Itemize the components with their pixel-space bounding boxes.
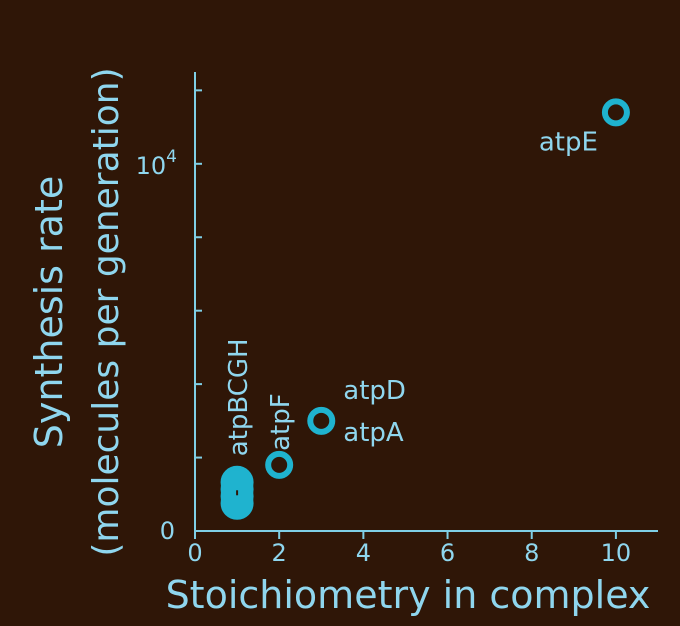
x-tick-label: 8 [524, 539, 539, 567]
point-labels: atpE atpD atpA atpF atpBCGH [224, 127, 598, 456]
data-points [220, 98, 630, 520]
point-label-atpA: atpA [343, 418, 404, 448]
axes [194, 72, 658, 532]
x-tick-label: 0 [187, 539, 202, 567]
x-axis-label: Stoichiometry in complex [166, 573, 651, 617]
y-tick-label: 0 [160, 517, 175, 545]
y-axis-label-line1: Synthesis rate [27, 176, 71, 448]
x-tick-label: 6 [440, 539, 455, 567]
x-tick-label: 10 [601, 539, 632, 567]
point-label-atpBCGH: atpBCGH [224, 338, 254, 456]
data-point-marker [265, 450, 294, 479]
y-axis-label-line2: (molecules per generation) [86, 67, 127, 556]
y-tick-label-exponent: 4 [166, 147, 177, 167]
data-point-marker [307, 406, 336, 435]
y-tick-label-base: 10 [136, 152, 167, 180]
y-tick-label: 104 [136, 147, 177, 180]
x-tick-label: 4 [356, 539, 371, 567]
data-point-marker [601, 98, 630, 127]
point-label-atpE: atpE [539, 127, 598, 157]
x-tick-label: 2 [272, 539, 287, 567]
point-label-atpF: atpF [266, 393, 296, 451]
point-label-atpD: atpD [343, 376, 406, 406]
